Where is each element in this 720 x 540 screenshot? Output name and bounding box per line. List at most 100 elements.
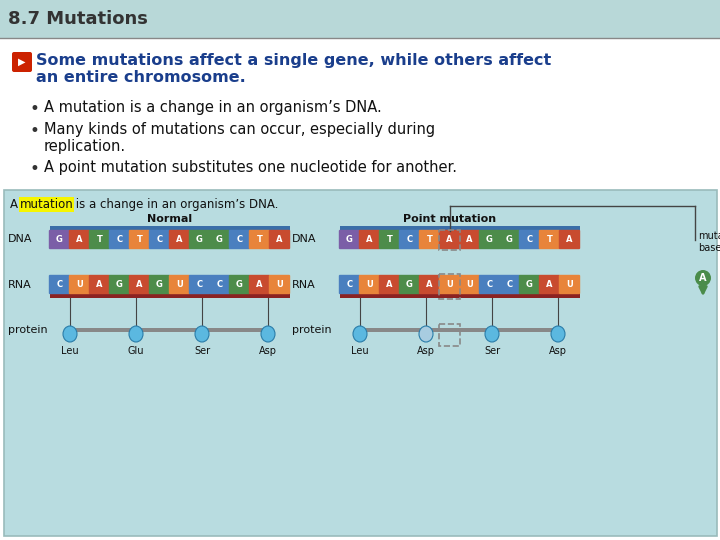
Ellipse shape <box>195 326 209 342</box>
FancyBboxPatch shape <box>149 230 170 249</box>
Text: C: C <box>346 280 353 289</box>
FancyBboxPatch shape <box>12 52 32 72</box>
FancyBboxPatch shape <box>479 230 500 249</box>
Bar <box>50 293 290 298</box>
FancyBboxPatch shape <box>339 275 360 294</box>
FancyBboxPatch shape <box>379 230 400 249</box>
Text: G: G <box>486 235 493 244</box>
FancyBboxPatch shape <box>499 230 521 249</box>
Text: Many kinds of mutations can occur, especially during: Many kinds of mutations can occur, espec… <box>44 122 435 137</box>
Text: ▶: ▶ <box>18 57 26 67</box>
Text: Glu: Glu <box>127 346 144 356</box>
Text: Leu: Leu <box>351 346 369 356</box>
Text: DNA: DNA <box>292 234 317 245</box>
Bar <box>340 226 580 231</box>
FancyBboxPatch shape <box>129 275 150 294</box>
Text: RNA: RNA <box>8 280 32 289</box>
Text: G: G <box>216 235 223 244</box>
Text: A: A <box>276 235 283 244</box>
Text: C: C <box>197 280 202 289</box>
Text: A: A <box>136 280 143 289</box>
Text: A point mutation substitutes one nucleotide for another.: A point mutation substitutes one nucleot… <box>44 160 457 175</box>
Text: C: C <box>56 280 63 289</box>
Text: A: A <box>10 198 22 211</box>
Text: mutation: mutation <box>20 198 73 211</box>
Text: RNA: RNA <box>292 280 316 289</box>
Text: A: A <box>426 280 433 289</box>
Text: •: • <box>30 122 40 140</box>
FancyBboxPatch shape <box>459 230 480 249</box>
Text: T: T <box>256 235 262 244</box>
FancyBboxPatch shape <box>49 275 70 294</box>
Ellipse shape <box>485 326 499 342</box>
FancyBboxPatch shape <box>419 230 440 249</box>
FancyBboxPatch shape <box>438 230 460 249</box>
Text: A: A <box>467 235 473 244</box>
FancyBboxPatch shape <box>69 230 90 249</box>
FancyBboxPatch shape <box>399 230 420 249</box>
FancyBboxPatch shape <box>249 230 270 249</box>
Text: U: U <box>446 280 453 289</box>
Text: G: G <box>346 235 353 244</box>
Text: A: A <box>76 235 83 244</box>
Text: Some mutations affect a single gene, while others affect: Some mutations affect a single gene, whi… <box>36 53 552 68</box>
Text: A: A <box>256 280 263 289</box>
Text: G: G <box>526 280 533 289</box>
Text: replication.: replication. <box>44 139 126 154</box>
FancyBboxPatch shape <box>168 275 190 294</box>
Text: U: U <box>276 280 283 289</box>
FancyBboxPatch shape <box>339 230 360 249</box>
Text: G: G <box>156 280 163 289</box>
FancyBboxPatch shape <box>209 230 230 249</box>
Text: U: U <box>366 280 373 289</box>
Text: DNA: DNA <box>8 234 32 245</box>
Text: A: A <box>699 273 707 283</box>
Text: G: G <box>196 235 203 244</box>
FancyBboxPatch shape <box>189 230 210 249</box>
Text: G: G <box>406 280 413 289</box>
Text: A mutation is a change in an organism’s DNA.: A mutation is a change in an organism’s … <box>44 100 382 115</box>
Text: Asp: Asp <box>259 346 277 356</box>
Text: Asp: Asp <box>417 346 435 356</box>
Text: G: G <box>506 235 513 244</box>
FancyBboxPatch shape <box>559 230 580 249</box>
FancyBboxPatch shape <box>229 230 251 249</box>
FancyBboxPatch shape <box>359 230 380 249</box>
Text: U: U <box>176 280 183 289</box>
Text: U: U <box>76 280 83 289</box>
FancyBboxPatch shape <box>209 275 230 294</box>
Text: an entire chromosome.: an entire chromosome. <box>36 70 246 85</box>
Ellipse shape <box>551 326 565 342</box>
FancyBboxPatch shape <box>249 275 270 294</box>
FancyBboxPatch shape <box>168 230 190 249</box>
Text: T: T <box>546 235 552 244</box>
FancyBboxPatch shape <box>89 230 110 249</box>
Text: C: C <box>487 280 492 289</box>
Text: protein: protein <box>292 325 332 335</box>
Text: A: A <box>366 235 373 244</box>
Text: Leu: Leu <box>61 346 78 356</box>
Bar <box>70 328 270 332</box>
Text: C: C <box>406 235 413 244</box>
Text: Point mutation: Point mutation <box>403 214 497 224</box>
FancyBboxPatch shape <box>459 275 480 294</box>
Text: G: G <box>56 235 63 244</box>
FancyBboxPatch shape <box>269 275 290 294</box>
Text: C: C <box>506 280 513 289</box>
Text: C: C <box>117 235 122 244</box>
Text: Ser: Ser <box>194 346 210 356</box>
Text: A: A <box>96 280 103 289</box>
Circle shape <box>695 270 711 286</box>
Text: T: T <box>426 235 433 244</box>
FancyBboxPatch shape <box>69 275 90 294</box>
Text: G: G <box>236 280 243 289</box>
FancyBboxPatch shape <box>559 275 580 294</box>
Text: mutated
base: mutated base <box>698 231 720 253</box>
FancyBboxPatch shape <box>519 275 540 294</box>
Text: C: C <box>217 280 222 289</box>
FancyBboxPatch shape <box>499 275 521 294</box>
FancyBboxPatch shape <box>229 275 251 294</box>
Text: Normal: Normal <box>148 214 192 224</box>
FancyBboxPatch shape <box>149 275 170 294</box>
Text: C: C <box>236 235 243 244</box>
